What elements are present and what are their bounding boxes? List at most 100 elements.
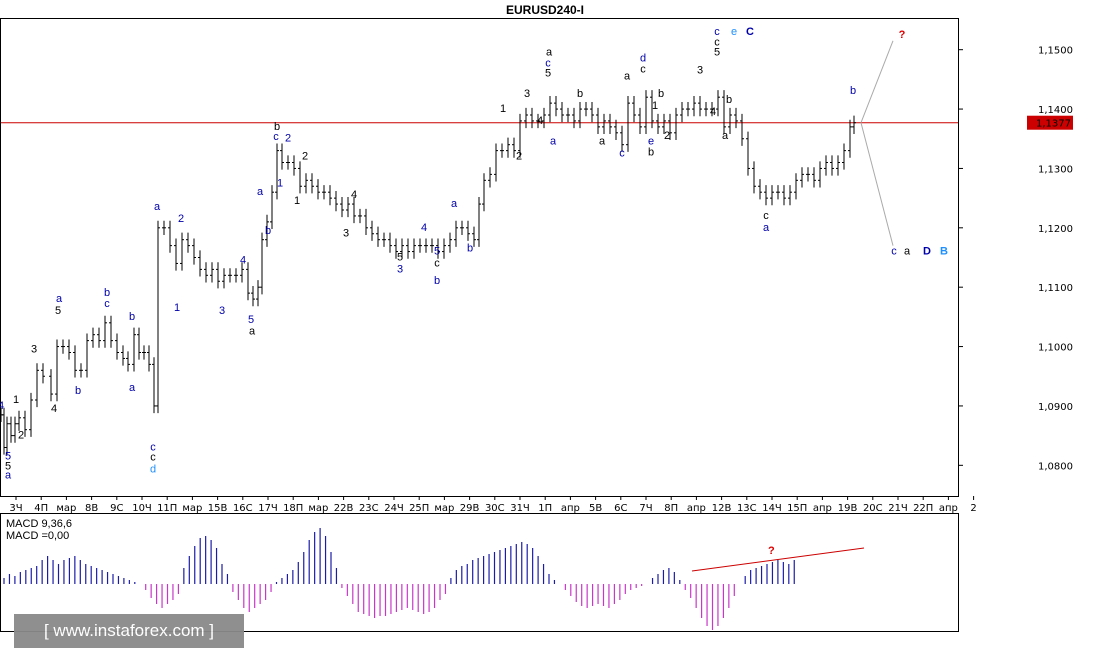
wave-label: a (56, 293, 63, 305)
wave-label: c (640, 63, 646, 75)
x-tick-label: 14Ч (762, 503, 782, 514)
projection-line-up (860, 40, 894, 123)
x-tick-label: 31Ч (510, 503, 530, 514)
y-tick-label: 1,1500 (1038, 46, 1073, 57)
x-tick-label: 23С (359, 503, 379, 514)
wave-label: d (640, 53, 646, 65)
wave-label: 5 (248, 314, 254, 326)
y-tick-label: 1,1000 (1038, 343, 1073, 354)
wave-label: b (75, 385, 81, 397)
x-tick-label: мар (308, 503, 328, 514)
wave-label: b (850, 85, 856, 97)
x-tick-label: мар (56, 503, 76, 514)
x-tick-label: 1П (538, 503, 552, 514)
current-price-label: 1,1377 (1036, 119, 1071, 130)
wave-label: c (104, 298, 110, 310)
projection-line-down (860, 122, 894, 246)
wave-label: a (249, 326, 256, 338)
macd-layer (3, 528, 865, 630)
wave-label: 1 (174, 302, 180, 314)
wave-label: 2 (302, 151, 308, 163)
wave-label: 3 (697, 64, 703, 76)
wave-label: c (273, 131, 279, 143)
wave-label: 3 (397, 263, 403, 275)
x-tick-label: 15В (208, 503, 228, 514)
x-tick-label: 2 (970, 503, 976, 514)
wave-label: e (648, 136, 654, 148)
wave-label: b (726, 94, 732, 106)
x-tick-label: 22В (334, 503, 354, 514)
wave-label: ? (899, 29, 906, 41)
wave-label: a (5, 469, 12, 481)
wave-label: a (722, 130, 729, 142)
wave-label: 3 (219, 305, 225, 317)
wave-label: 2 (516, 151, 522, 163)
wave-label: a (257, 186, 264, 198)
wave-label: c (619, 148, 625, 160)
wave-label: a (451, 198, 458, 210)
wave-label: c (714, 37, 720, 49)
wave-label: b (265, 225, 271, 237)
wave-label: b (434, 275, 440, 287)
x-tick-label: 15П (787, 503, 807, 514)
y-tick-label: 1,1400 (1038, 105, 1073, 116)
wave-label: c (714, 26, 720, 38)
x-tick-label: 19В (838, 503, 858, 514)
wave-label: b (658, 88, 664, 100)
wave-label: a (546, 47, 553, 59)
wave-label: a (599, 136, 606, 148)
wave-label: 4 (351, 189, 357, 201)
watermark-logo: [ www.instaforex.com ] (14, 614, 244, 648)
wave-label: 4 (421, 222, 427, 234)
wave-label: B (940, 246, 948, 258)
y-tick-label: 1,1300 (1038, 164, 1073, 175)
wave-label: d (150, 463, 156, 475)
wave-label: D (923, 246, 931, 258)
wave-label: C (746, 26, 754, 38)
wave-label: c (545, 57, 551, 69)
wave-label: b (274, 121, 280, 133)
wave-label: 5 (714, 47, 720, 59)
x-tick-label: 20С (863, 503, 883, 514)
x-tick-label: апр (687, 503, 706, 514)
wave-label: 1 (500, 103, 506, 115)
x-tick-label: мар (182, 503, 202, 514)
x-tick-label: 12В (712, 503, 732, 514)
price-layer: 1,1500 1,1400 1,1300 1,1200 1,1100 1,1000 1,09… (0, 40, 1073, 514)
wave-label: b (648, 146, 654, 158)
wave-label: 3 (343, 228, 349, 240)
wave-label: a (624, 70, 631, 82)
x-tick-label: 6С (614, 503, 627, 514)
wave-label: 4 (240, 254, 246, 266)
wave-label: 3 (524, 88, 530, 100)
wave-label: e (731, 26, 737, 38)
x-tick-label: 17Ч (258, 503, 278, 514)
wave-label: b (577, 88, 583, 100)
x-tick-label: 3Ч (9, 503, 22, 514)
x-tick-label: 24Ч (384, 503, 404, 514)
wave-label: 1 (277, 177, 283, 189)
wave-label: 2 (18, 430, 24, 442)
x-tick-label: 8В (85, 503, 98, 514)
x-tick-label: 25П (409, 503, 429, 514)
macd-panel-frame (0, 513, 959, 632)
x-tick-label: мар (434, 503, 454, 514)
wave-label: b (104, 287, 110, 299)
x-tick-label: 10Ч (132, 503, 152, 514)
x-tick-label: 16С (233, 503, 253, 514)
wave-label: 5 (397, 251, 403, 263)
wave-label: c (150, 441, 156, 453)
x-tick-label: 11П (157, 503, 177, 514)
wave-label: a (763, 222, 770, 234)
wave-label: a (129, 382, 136, 394)
x-tick-label: 22П (913, 503, 933, 514)
x-tick-label: 4П (34, 503, 48, 514)
wave-label: c (891, 246, 897, 258)
wave-label: 5 (55, 305, 61, 317)
wave-label: 2 (178, 213, 184, 225)
y-tick-label: 1,0900 (1038, 402, 1073, 413)
wave-label: 4 (710, 106, 716, 118)
x-tick-label: 5В (589, 503, 602, 514)
wave-label: 1 (652, 100, 658, 112)
